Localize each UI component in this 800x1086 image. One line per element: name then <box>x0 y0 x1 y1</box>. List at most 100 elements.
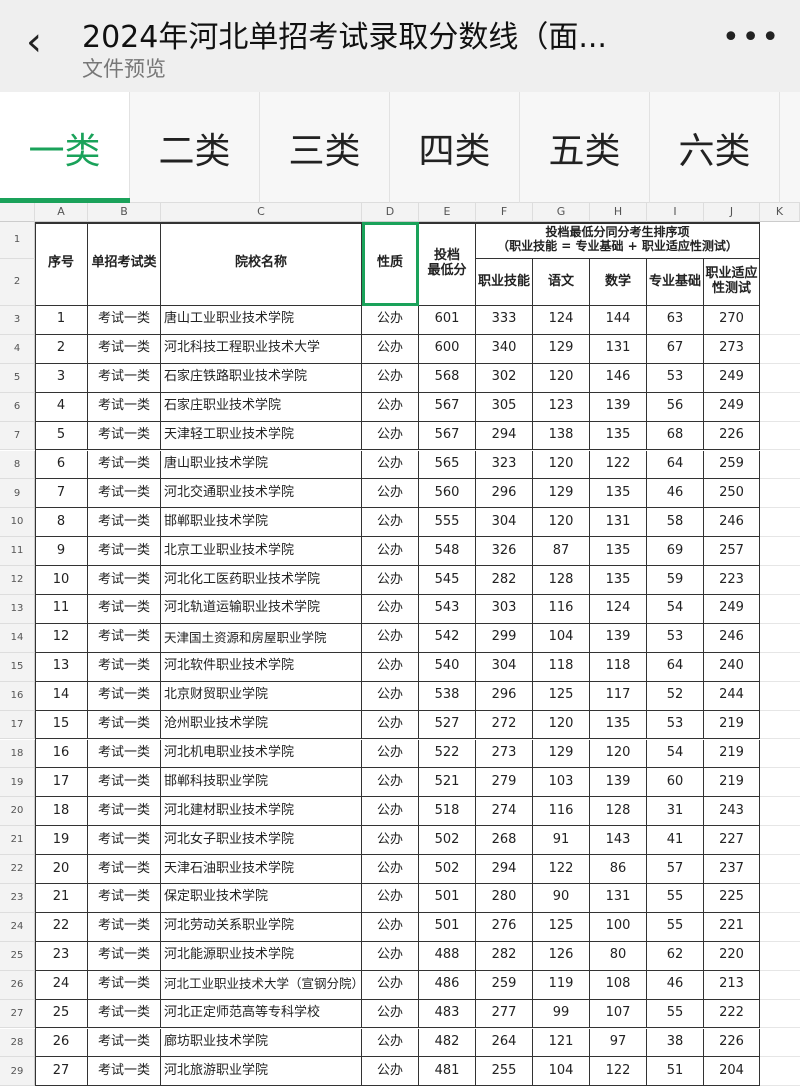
cell-seq[interactable]: 8 <box>35 508 88 538</box>
cell-school[interactable]: 天津国土资源和房屋职业学院 <box>161 623 362 653</box>
cell-skill[interactable]: 276 <box>476 912 533 942</box>
cell-empty-K[interactable] <box>760 393 800 422</box>
column-header-A[interactable]: A <box>35 203 88 222</box>
cell-math[interactable]: 80 <box>590 941 647 971</box>
cell-seq[interactable]: 19 <box>35 826 88 856</box>
cell-aptitude[interactable]: 246 <box>704 623 760 653</box>
cell-seq[interactable]: 21 <box>35 884 88 913</box>
cell-basic[interactable]: 53 <box>647 363 704 393</box>
cell-aptitude[interactable]: 225 <box>704 884 760 913</box>
cell-basic[interactable]: 55 <box>647 912 704 942</box>
cell-skill[interactable]: 333 <box>476 306 533 335</box>
cell-school[interactable]: 唐山工业职业技术学院 <box>161 306 362 335</box>
cell-aptitude[interactable]: 273 <box>704 334 760 364</box>
cell-school[interactable]: 石家庄铁路职业技术学院 <box>161 363 362 393</box>
cell-aptitude[interactable]: 222 <box>704 999 760 1029</box>
cell-aptitude[interactable]: 227 <box>704 826 760 856</box>
cell-exam-type[interactable]: 考试一类 <box>88 623 161 653</box>
cell-exam-type[interactable]: 考试一类 <box>88 306 161 335</box>
cell-chinese[interactable]: 125 <box>533 912 590 942</box>
cell-min-score[interactable]: 501 <box>419 912 476 942</box>
row-header-17[interactable]: 17 <box>0 710 35 740</box>
more-button[interactable]: ••• <box>722 20 781 55</box>
header-nature[interactable]: 性质 <box>362 222 419 306</box>
cell-school[interactable]: 天津石油职业技术学院 <box>161 855 362 884</box>
cell-min-score[interactable]: 488 <box>419 941 476 971</box>
cell-chinese[interactable]: 122 <box>533 855 590 884</box>
cell-exam-type[interactable]: 考试一类 <box>88 334 161 364</box>
cell-basic[interactable]: 38 <box>647 1028 704 1058</box>
cell-nature[interactable]: 公办 <box>362 710 419 740</box>
cell-chinese[interactable]: 120 <box>533 508 590 538</box>
cell-school[interactable]: 石家庄职业技术学院 <box>161 392 362 422</box>
header-group[interactable]: 投档最低分同分考生排序项 （职业技能 = 专业基础 + 职业适应性测试） <box>476 222 760 259</box>
cell-empty-K[interactable] <box>760 306 800 335</box>
cell-math[interactable]: 139 <box>590 392 647 422</box>
cell-chinese[interactable]: 138 <box>533 421 590 451</box>
cell-min-score[interactable]: 483 <box>419 999 476 1029</box>
cell-school[interactable]: 河北轨道运输职业技术学院 <box>161 595 362 624</box>
cell-math[interactable]: 122 <box>590 450 647 480</box>
cell-skill[interactable]: 296 <box>476 479 533 509</box>
cell-seq[interactable]: 26 <box>35 1028 88 1058</box>
cell-nature[interactable]: 公办 <box>362 652 419 682</box>
column-header-I[interactable]: I <box>647 203 704 222</box>
cell-min-score[interactable]: 542 <box>419 623 476 653</box>
cell-chinese[interactable]: 124 <box>533 306 590 335</box>
cell-seq[interactable]: 11 <box>35 595 88 624</box>
cell-empty-K[interactable] <box>760 971 800 1000</box>
cell-basic[interactable]: 59 <box>647 566 704 595</box>
row-header-28[interactable]: 28 <box>0 1028 35 1058</box>
cell-min-score[interactable]: 545 <box>419 566 476 595</box>
cell-chinese[interactable]: 128 <box>533 566 590 595</box>
cell-seq[interactable]: 20 <box>35 855 88 884</box>
tab-4[interactable]: 四类 <box>390 92 520 203</box>
cell-chinese[interactable]: 121 <box>533 1028 590 1058</box>
cell-chinese[interactable]: 91 <box>533 826 590 856</box>
cell-aptitude[interactable]: 237 <box>704 855 760 884</box>
cell-school[interactable]: 邯郸科技职业学院 <box>161 768 362 798</box>
cell-nature[interactable]: 公办 <box>362 450 419 480</box>
cell-min-score[interactable]: 540 <box>419 652 476 682</box>
cell-chinese[interactable]: 129 <box>533 739 590 769</box>
cell-skill[interactable]: 277 <box>476 999 533 1029</box>
cell-aptitude[interactable]: 219 <box>704 739 760 769</box>
cell-exam-type[interactable]: 考试一类 <box>88 479 161 509</box>
cell-min-score[interactable]: 538 <box>419 681 476 711</box>
cell-nature[interactable]: 公办 <box>362 1028 419 1058</box>
cell-seq[interactable]: 10 <box>35 566 88 595</box>
cell-seq[interactable]: 18 <box>35 797 88 827</box>
cell-nature[interactable]: 公办 <box>362 623 419 653</box>
cell-skill[interactable]: 259 <box>476 970 533 1000</box>
cell-chinese[interactable]: 104 <box>533 623 590 653</box>
cell-exam-type[interactable]: 考试一类 <box>88 392 161 422</box>
cell-seq[interactable]: 6 <box>35 450 88 480</box>
cell-exam-type[interactable]: 考试一类 <box>88 595 161 624</box>
cell-nature[interactable]: 公办 <box>362 970 419 1000</box>
cell-aptitude[interactable]: 221 <box>704 912 760 942</box>
header-chinese[interactable]: 语文 <box>533 259 590 306</box>
row-header-10[interactable]: 10 <box>0 508 35 538</box>
cell-school[interactable]: 北京财贸职业学院 <box>161 681 362 711</box>
cell-aptitude[interactable]: 257 <box>704 537 760 567</box>
cell-nature[interactable]: 公办 <box>362 1057 419 1086</box>
cell-min-score[interactable]: 502 <box>419 855 476 884</box>
cell-aptitude[interactable]: 226 <box>704 421 760 451</box>
cell-school[interactable]: 唐山职业技术学院 <box>161 450 362 480</box>
cell-exam-type[interactable]: 考试一类 <box>88 1057 161 1086</box>
cell-basic[interactable]: 68 <box>647 421 704 451</box>
row-header-15[interactable]: 15 <box>0 652 35 682</box>
cell-seq[interactable]: 15 <box>35 710 88 740</box>
cell-exam-type[interactable]: 考试一类 <box>88 826 161 856</box>
cell-skill[interactable]: 294 <box>476 421 533 451</box>
cell-min-score[interactable]: 555 <box>419 508 476 538</box>
cell-aptitude[interactable]: 243 <box>704 797 760 827</box>
cell-basic[interactable]: 51 <box>647 1057 704 1086</box>
cell-min-score[interactable]: 501 <box>419 884 476 913</box>
cell-nature[interactable]: 公办 <box>362 566 419 595</box>
cell-math[interactable]: 135 <box>590 421 647 451</box>
row-header-7[interactable]: 7 <box>0 421 35 451</box>
cell-math[interactable]: 100 <box>590 912 647 942</box>
cell-math[interactable]: 97 <box>590 1028 647 1058</box>
cell-basic[interactable]: 55 <box>647 999 704 1029</box>
